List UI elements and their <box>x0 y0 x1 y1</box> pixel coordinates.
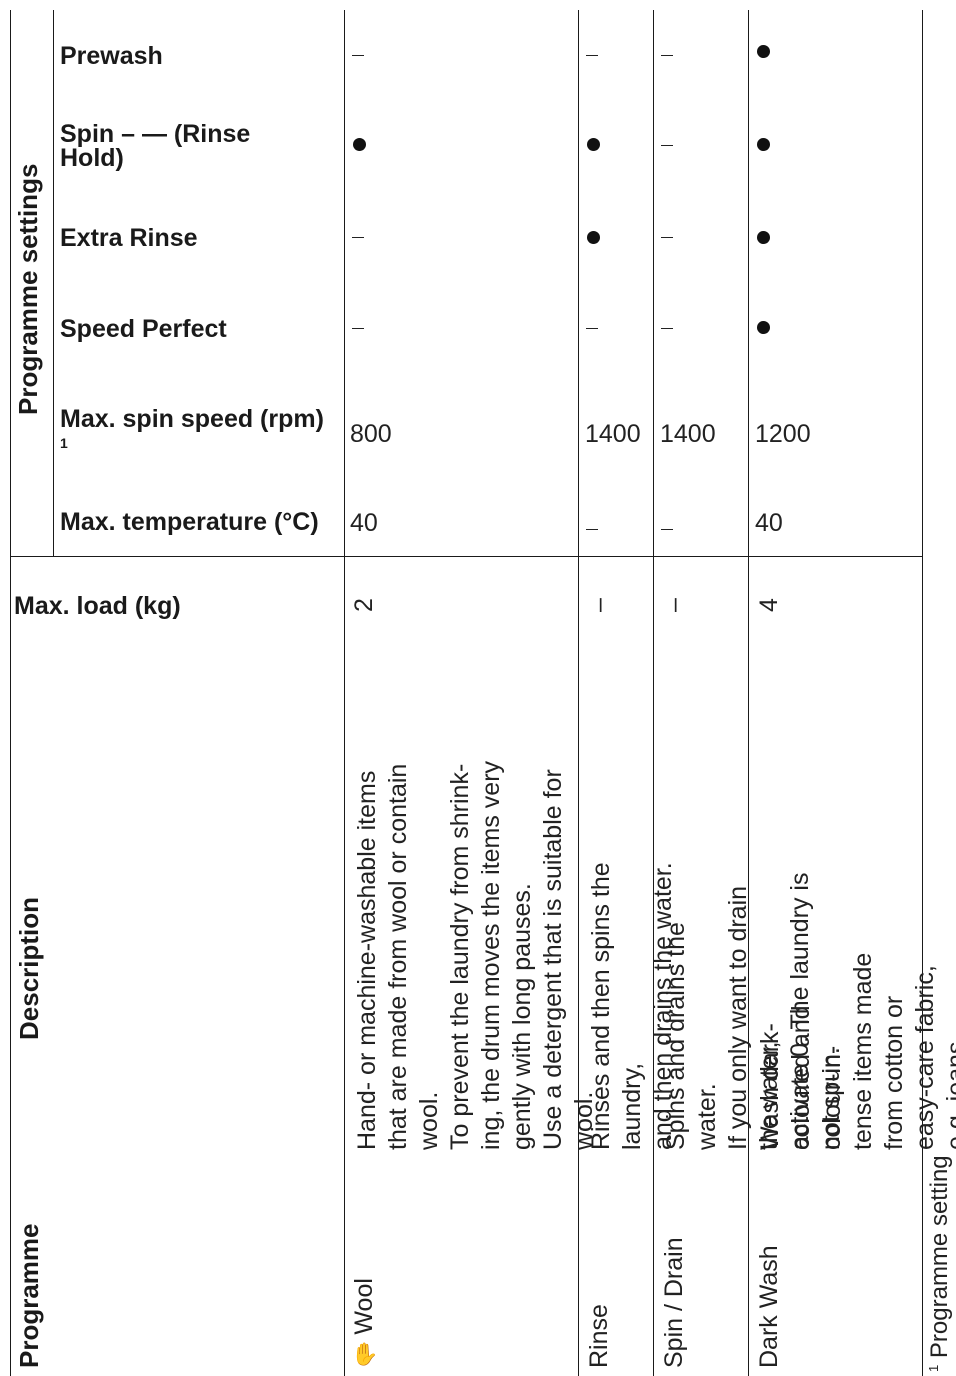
spin-max-load: – <box>660 598 688 612</box>
label-max-spin-text: Max. spin speed (rpm) <box>60 405 324 433</box>
wool-max-spin: 800 <box>350 420 392 448</box>
dark-max-spin: 1200 <box>755 420 811 448</box>
rinse-name: Rinse <box>585 1304 613 1368</box>
dark-max-temp: 40 <box>755 509 783 537</box>
spin-speed-perfect <box>661 328 673 329</box>
rinse-extra-rinse <box>587 231 600 244</box>
footnote: 1 Programme setting <box>926 1155 954 1372</box>
description-heading: Description <box>14 896 44 1040</box>
column-rule-dark <box>748 10 749 1376</box>
max-load-heading: Max. load (kg) <box>14 592 181 620</box>
wool-max-temp: 40 <box>350 509 378 537</box>
footnote-text: Programme setting <box>926 1155 953 1359</box>
dark-speed-perfect <box>757 321 770 334</box>
footnote-marker: 1 <box>926 1364 941 1372</box>
wool-spin-rinse-hold <box>353 138 366 151</box>
dark-name: Dark Wash <box>755 1245 783 1368</box>
dark-max-load: 4 <box>755 598 783 612</box>
wool-hand-icon: ✋ <box>351 1341 379 1367</box>
label-speed-perfect: Speed Perfect <box>60 315 227 343</box>
rinse-prewash <box>586 55 598 56</box>
spin-max-temp <box>661 529 673 530</box>
wool-prewash <box>352 55 364 56</box>
wool-description: Hand- or machine-washable items that are… <box>353 760 598 1150</box>
rinse-max-temp <box>586 529 598 530</box>
column-rule-end <box>922 10 923 1376</box>
wool-name: Wool <box>350 1278 378 1335</box>
spin-max-spin: 1400 <box>660 420 716 448</box>
rinse-spin-rinse-hold <box>587 138 600 151</box>
label-spin-rinse-hold: Spin – — (Rinse Hold) <box>60 120 251 172</box>
spin-extra-rinse <box>661 237 673 238</box>
column-rule-label <box>10 10 11 1376</box>
wool-name-group: ✋ Wool <box>350 1278 379 1368</box>
label-max-temp: Max. temperature (°C) <box>60 508 319 536</box>
column-rule-rinse <box>578 10 579 1376</box>
dark-prewash <box>757 45 770 58</box>
rinse-speed-perfect <box>586 328 598 329</box>
column-rule-group <box>53 10 54 556</box>
label-max-spin: Max. spin speed (rpm) 1 <box>60 407 330 461</box>
spin-spin-rinse-hold <box>661 145 673 146</box>
wool-extra-rinse <box>352 237 364 238</box>
wool-max-load: 2 <box>350 598 378 612</box>
programme-heading: Programme <box>14 1223 44 1369</box>
rinse-max-load: – <box>585 598 613 612</box>
column-rule-spin <box>653 10 654 1376</box>
spin-name: Spin / Drain <box>660 1237 688 1368</box>
rinse-max-spin: 1400 <box>585 420 641 448</box>
section-divider <box>10 556 922 557</box>
dark-spin-rinse-hold <box>757 138 770 151</box>
label-prewash: Prewash <box>60 42 163 70</box>
wool-speed-perfect <box>352 328 364 329</box>
column-rule-wool <box>344 10 345 1376</box>
spin-prewash <box>661 55 673 56</box>
footnote-ref: 1 <box>60 435 68 451</box>
label-extra-rinse: Extra Rinse <box>60 224 198 252</box>
dark-description: Wash dark-coloured and colour-in- tense … <box>756 952 956 1150</box>
dark-extra-rinse <box>757 231 770 244</box>
programme-settings-heading: Programme settings <box>13 163 43 415</box>
